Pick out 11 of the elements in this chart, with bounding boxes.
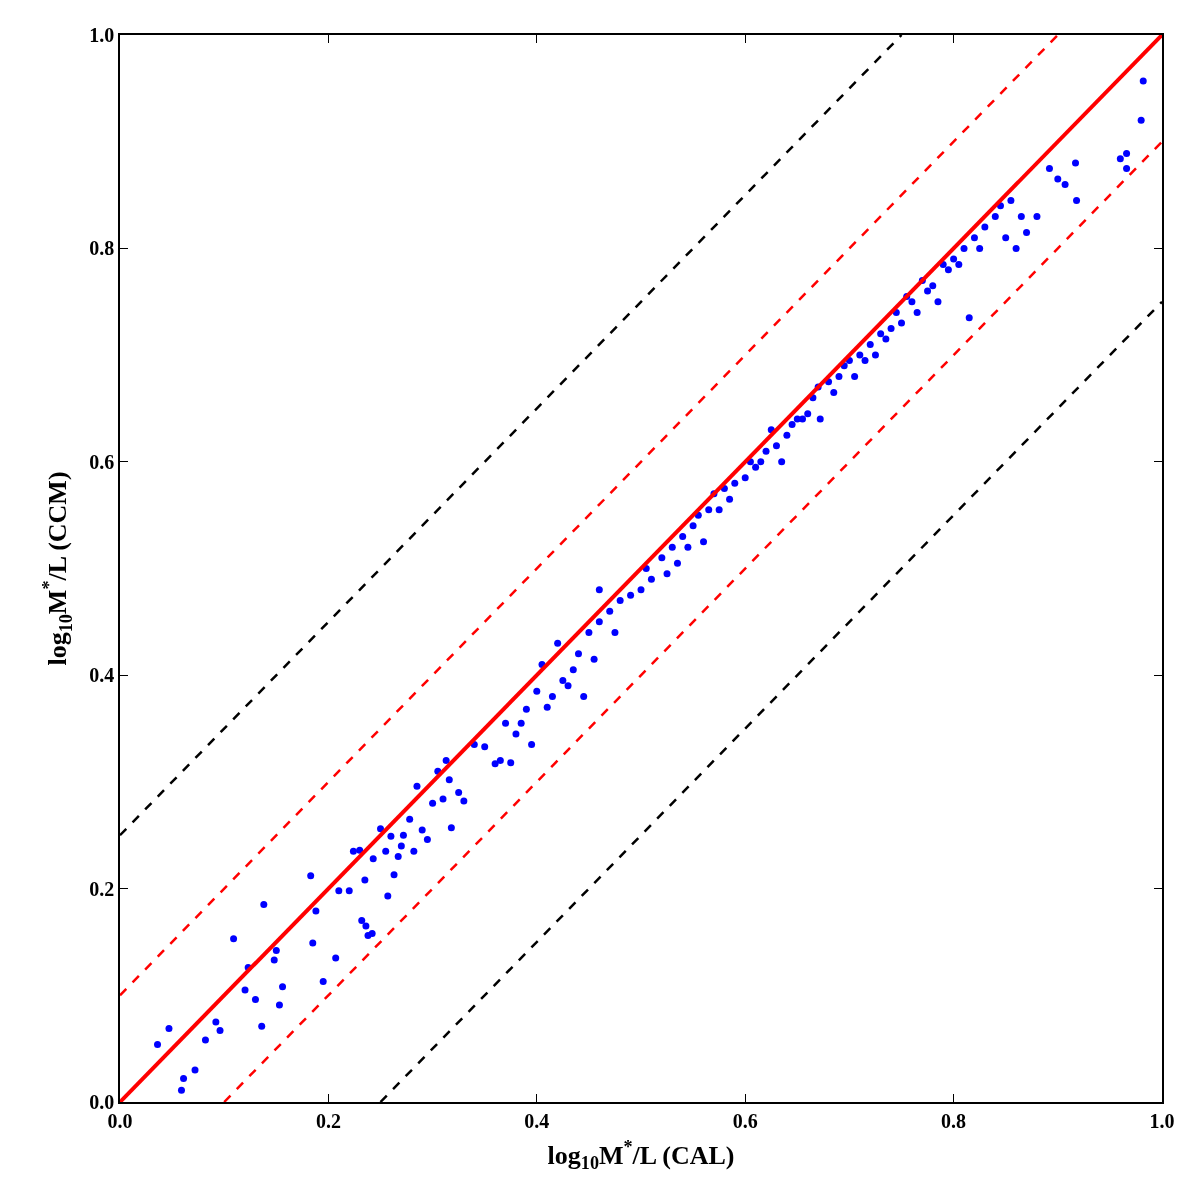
y-tick-label: 0.2	[89, 877, 115, 900]
x-tick-label: 0.8	[941, 1109, 967, 1132]
y-tick-label: 1.0	[89, 24, 115, 46]
x-tick-label: 0.2	[315, 1109, 341, 1132]
x-tick-label: 0.6	[732, 1109, 758, 1132]
x-axis-title: log$_{10}$M$^{*}$/L (CAL)	[547, 1137, 735, 1174]
x-tick-label: 0.4	[524, 1109, 550, 1132]
x-tick-label: 1.0	[1149, 1109, 1175, 1132]
y-tick-label: 0.8	[89, 237, 115, 260]
y-tick-label: 0.4	[89, 664, 115, 687]
y-tick-label: 0.6	[89, 450, 115, 473]
